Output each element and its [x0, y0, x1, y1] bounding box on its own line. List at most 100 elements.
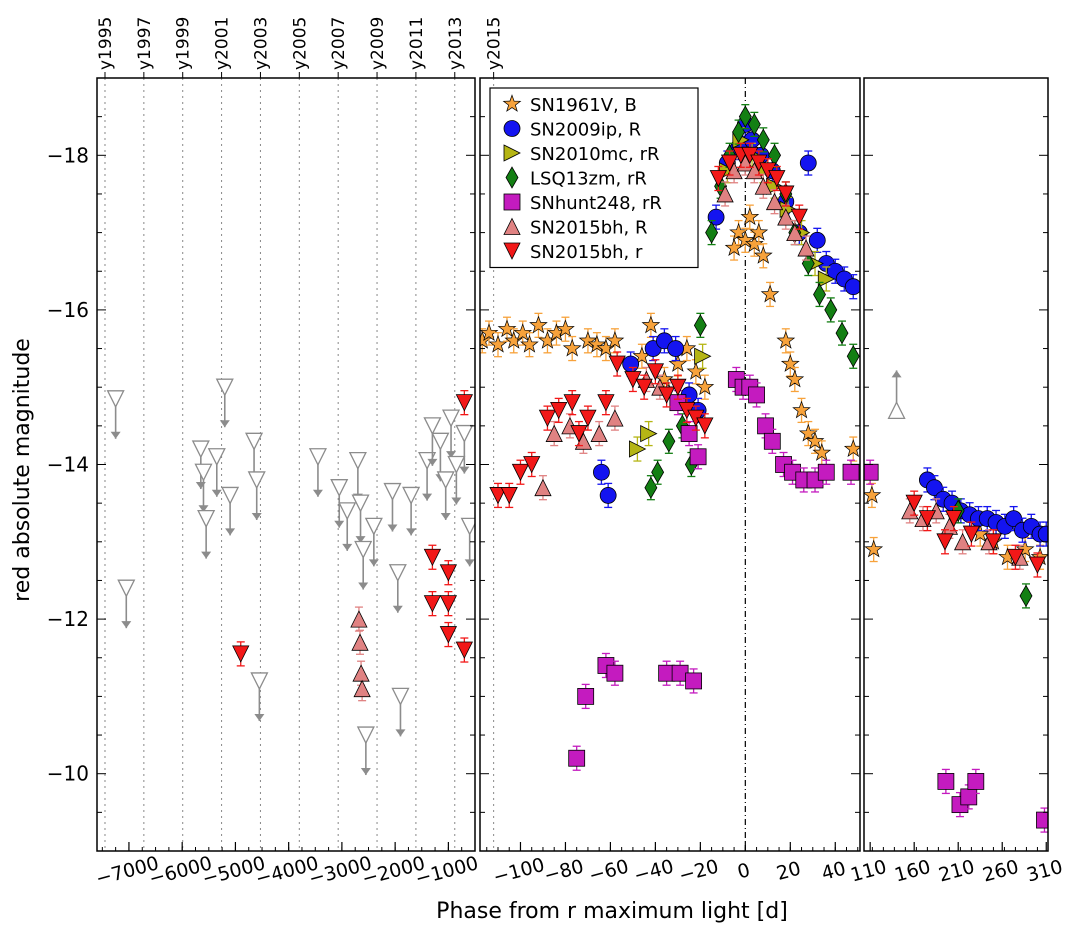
limit-arrowhead — [360, 768, 371, 776]
limit-arrowhead — [427, 458, 438, 466]
data-point — [967, 773, 985, 790]
limit-arrowhead — [440, 512, 451, 520]
data-point — [763, 432, 781, 450]
data-point — [745, 234, 764, 253]
limit-arrowhead — [422, 493, 433, 501]
data-point — [577, 688, 595, 705]
legend-label: SN2010mc, rR — [530, 144, 659, 165]
data-point — [388, 564, 407, 583]
data-point — [460, 517, 475, 536]
y-axis-label: red absolute magnitude — [10, 338, 35, 602]
legend-box — [489, 87, 699, 269]
data-point — [593, 463, 610, 481]
data-point — [657, 386, 676, 404]
data-point — [1006, 548, 1025, 567]
data-point — [622, 355, 640, 373]
legend-marker — [503, 193, 521, 211]
data-point — [439, 564, 458, 582]
data-point — [423, 417, 442, 436]
data-point — [455, 424, 474, 444]
data-point — [693, 314, 707, 337]
data-point — [1028, 556, 1047, 574]
limit-arrowhead — [201, 551, 212, 559]
y-tick-label: −18 — [47, 143, 89, 167]
legend-marker — [503, 217, 521, 235]
data-point — [587, 334, 607, 353]
limit-arrowhead — [358, 582, 369, 590]
limit-arrowhead — [387, 524, 398, 532]
data-point — [221, 486, 240, 505]
data-point — [662, 430, 676, 453]
legend-label: SN2015bh, r — [530, 242, 643, 263]
data-point — [749, 222, 769, 241]
data-point — [356, 726, 375, 745]
legend-label: SNhunt248, rR — [530, 193, 662, 214]
data-point — [680, 425, 698, 442]
data-point — [391, 687, 410, 706]
data-point — [215, 378, 234, 397]
data-point — [232, 645, 250, 663]
limit-arrowhead — [464, 559, 475, 567]
data-point — [945, 510, 963, 528]
limit-arrowhead — [211, 489, 222, 497]
legend-marker — [503, 242, 521, 260]
data-point — [812, 443, 832, 461]
data-point — [753, 245, 773, 264]
limit-arrowhead — [225, 528, 236, 536]
legend-label: SN1961V, B — [530, 95, 637, 116]
data-point — [705, 221, 719, 244]
data-point — [348, 451, 367, 471]
year-tick-label: y2005 — [290, 17, 310, 70]
data-point — [736, 230, 755, 249]
data-point — [364, 517, 383, 536]
data-point — [842, 463, 860, 481]
limit-arrowhead — [198, 505, 209, 513]
data-point — [441, 409, 461, 428]
data-point — [207, 448, 226, 467]
data-point — [740, 207, 760, 226]
data-point — [197, 509, 216, 529]
data-point — [191, 440, 210, 459]
data-point — [864, 485, 882, 504]
limit-arrowhead — [251, 512, 262, 520]
limit-arrowhead — [110, 431, 121, 439]
data-point — [606, 409, 624, 427]
data-point — [423, 595, 442, 613]
year-tick-label: y1995 — [96, 17, 116, 70]
data-point — [194, 463, 213, 482]
data-point — [351, 633, 369, 651]
data-point — [500, 487, 518, 505]
data-point — [480, 323, 499, 342]
data-point — [545, 424, 563, 442]
data-point — [754, 177, 772, 195]
data-point — [748, 386, 765, 404]
legend-label: LSQ13zm, rR — [530, 169, 647, 190]
data-point — [797, 239, 815, 257]
data-point — [685, 672, 703, 690]
y-tick-label: −10 — [47, 762, 89, 786]
data-point — [436, 471, 455, 490]
year-tick-label: y2009 — [368, 17, 388, 70]
data-point — [709, 170, 727, 188]
limit-arrowhead — [451, 497, 462, 505]
data-point — [245, 432, 264, 451]
data-point — [556, 319, 575, 338]
data-point — [785, 369, 805, 388]
data-point — [768, 170, 786, 188]
data-point — [570, 425, 588, 443]
data-point — [511, 463, 530, 482]
data-point — [431, 432, 450, 451]
legend-marker — [503, 120, 521, 137]
data-point — [667, 340, 685, 357]
data-point — [936, 533, 954, 551]
data-point — [599, 487, 617, 504]
data-point — [799, 154, 817, 172]
y-tick-label: −16 — [47, 298, 89, 322]
year-tick-label: y2003 — [251, 17, 271, 70]
data-point — [844, 278, 860, 296]
data-point — [835, 321, 849, 345]
limit-arrowhead — [254, 713, 265, 721]
data-point — [776, 330, 796, 349]
year-tick-label: y1999 — [174, 17, 194, 70]
data-point — [523, 456, 541, 474]
